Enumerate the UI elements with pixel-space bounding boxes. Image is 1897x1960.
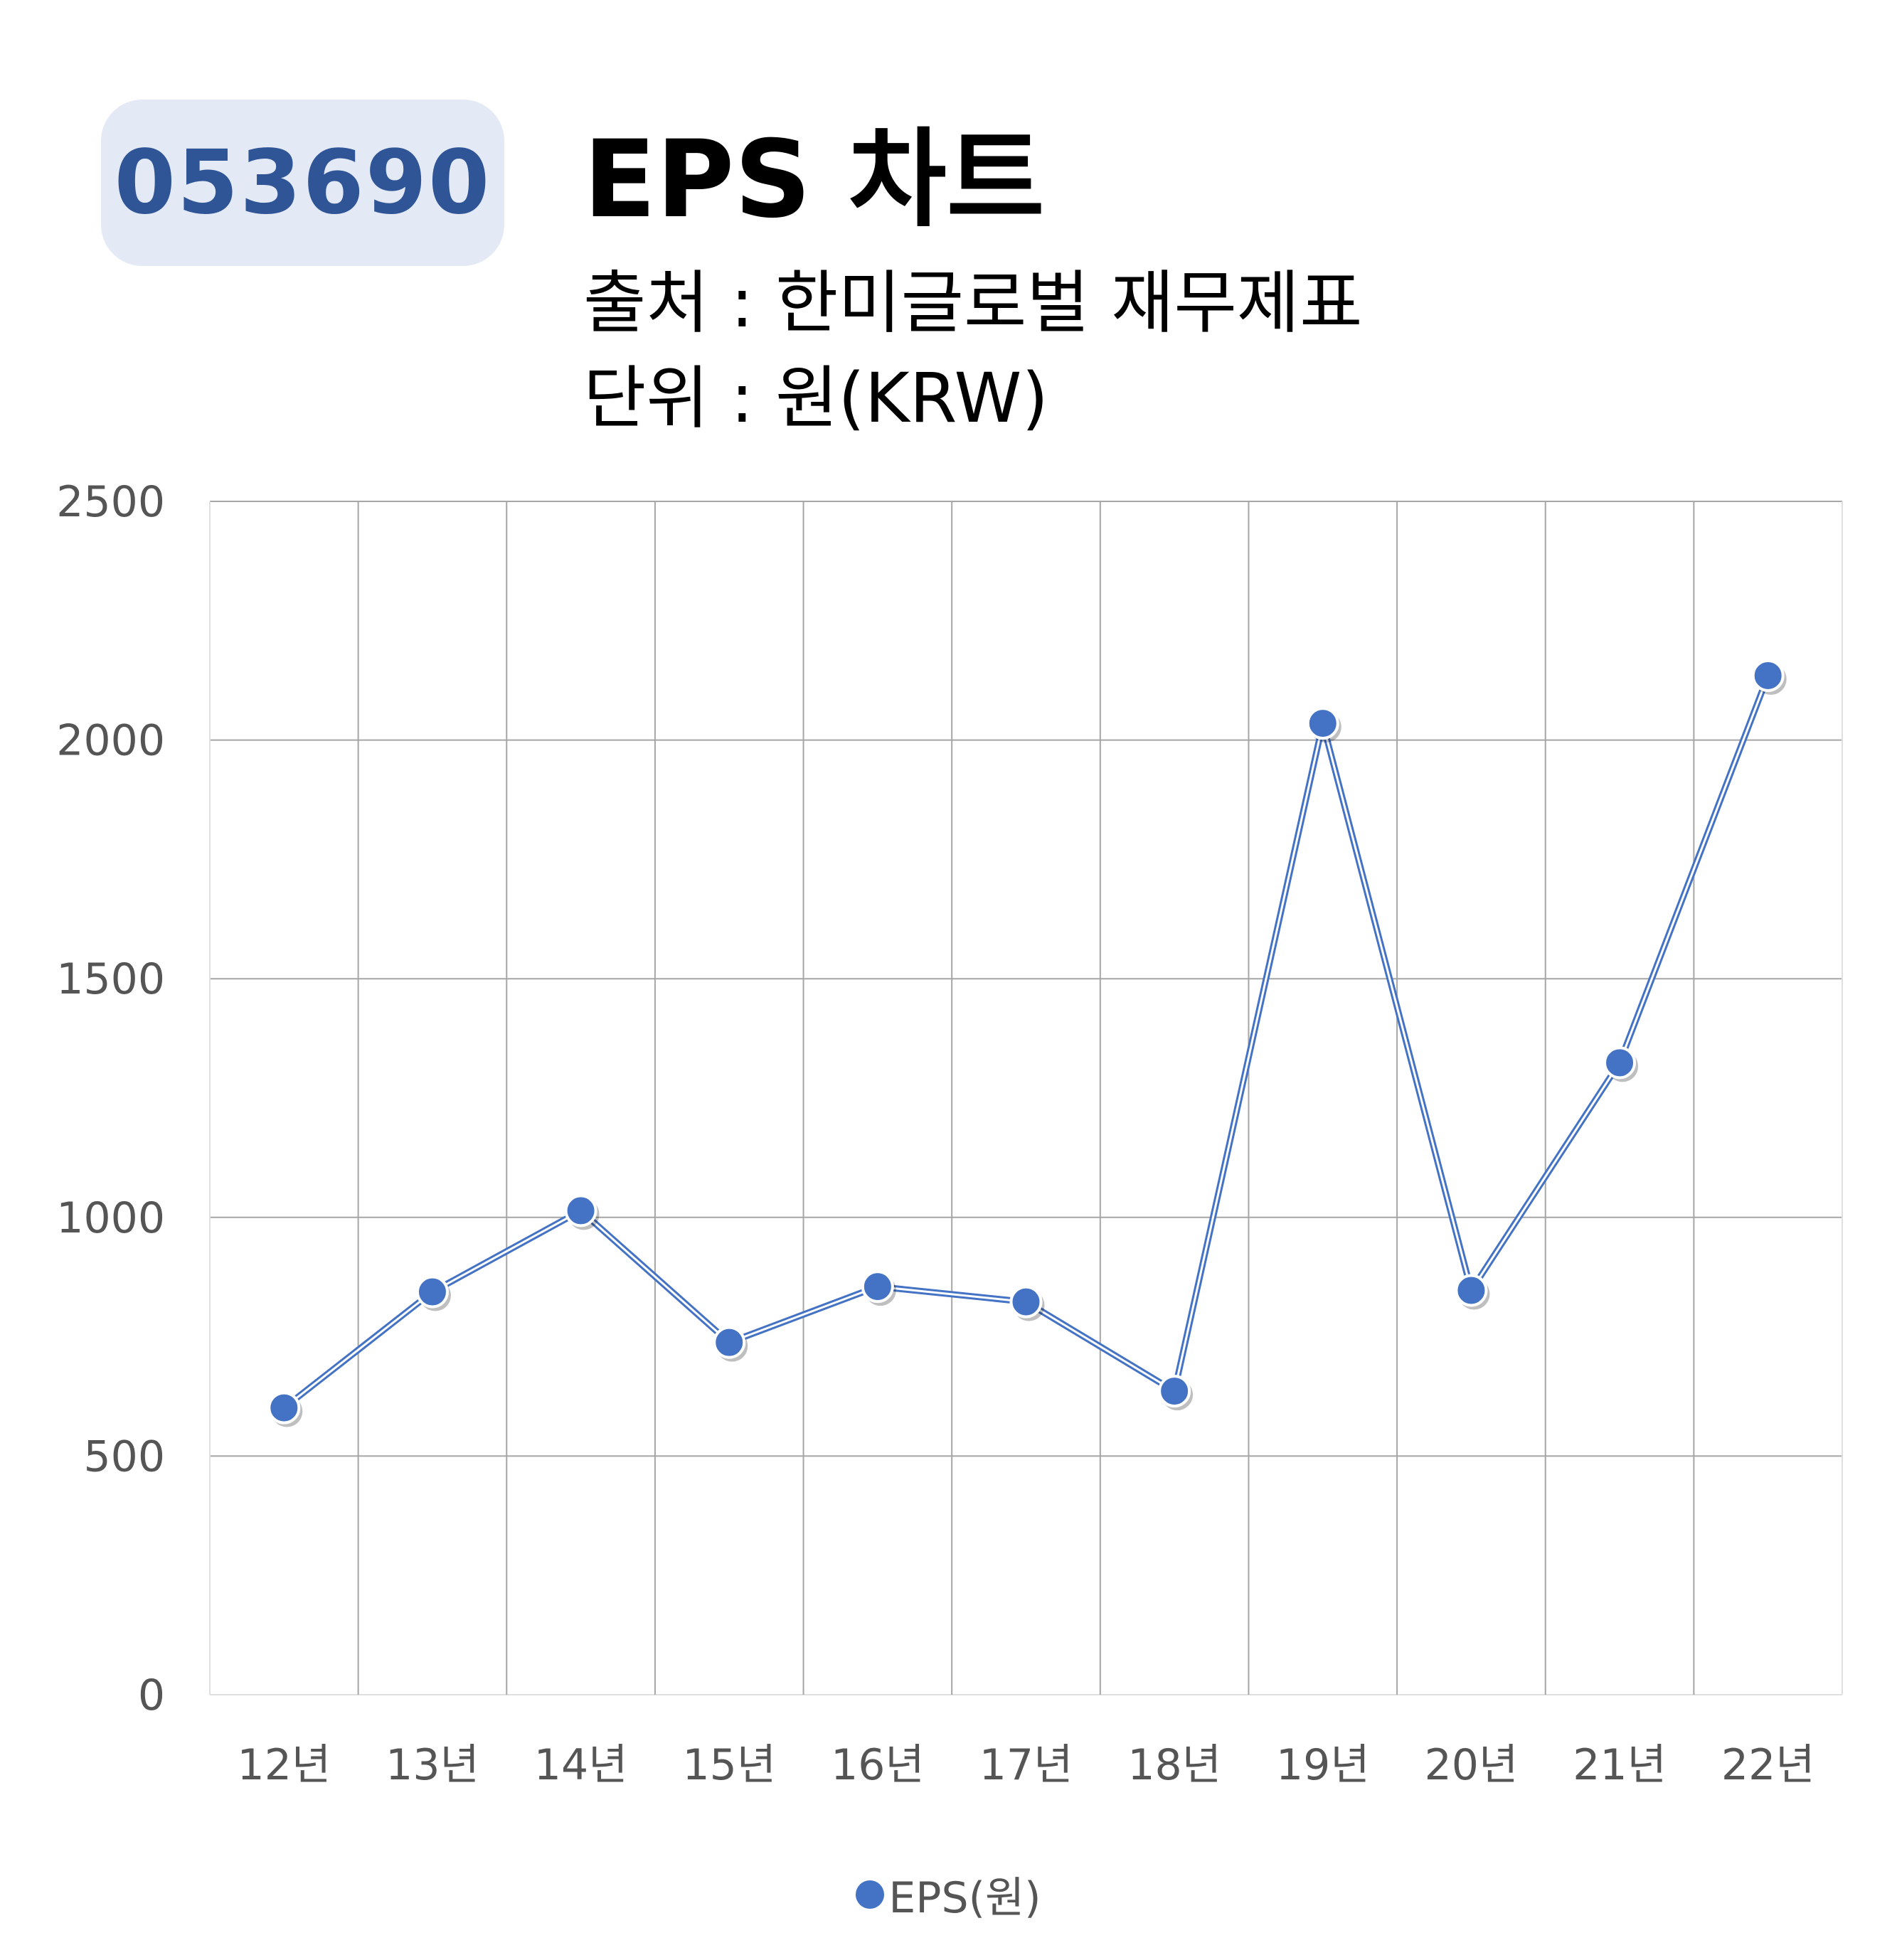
x-tick-label: 14년 [534, 1740, 628, 1790]
data-point [861, 1270, 894, 1304]
data-point [1751, 659, 1785, 692]
data-point [1158, 1375, 1191, 1408]
x-tick-label: 21년 [1573, 1740, 1667, 1790]
data-point [713, 1326, 746, 1359]
y-tick-label: 2500 [56, 477, 165, 527]
x-tick-label: 20년 [1425, 1740, 1519, 1790]
data-point [1603, 1046, 1637, 1080]
y-tick-label: 1500 [56, 954, 165, 1004]
data-point [1009, 1285, 1043, 1319]
series-eps [267, 659, 1787, 1427]
grid-lines [209, 501, 1843, 1695]
y-tick-label: 2000 [56, 716, 165, 766]
x-tick-label: 19년 [1276, 1740, 1370, 1790]
x-tick-label: 17년 [979, 1740, 1073, 1790]
x-tick-label: 15년 [682, 1740, 776, 1790]
data-point [1455, 1274, 1488, 1307]
legend-marker-icon [856, 1880, 885, 1909]
unit-note: 단위 : 원(KRW) [583, 358, 1048, 438]
ticker-code: 053690 [114, 132, 491, 234]
x-tick-label: 12년 [238, 1740, 331, 1790]
x-tick-label: 13년 [386, 1740, 479, 1790]
x-tick-label: 16년 [831, 1740, 925, 1790]
ticker-badge: 053690 [101, 100, 504, 266]
legend: EPS(원) [0, 1863, 1897, 1925]
x-axis-ticks: 12년 13년 14년 15년 16년 17년 18년 19년 20년 21년 22년 [238, 1740, 1815, 1790]
data-point [415, 1275, 449, 1309]
y-tick-label: 0 [138, 1671, 165, 1720]
y-axis-ticks: 0 500 1000 1500 2000 2500 [56, 477, 165, 1720]
y-tick-label: 500 [83, 1432, 165, 1481]
data-point [267, 1391, 301, 1424]
data-point [1306, 707, 1339, 740]
y-tick-label: 1000 [56, 1193, 165, 1243]
legend-label: EPS(원) [888, 1873, 1041, 1923]
data-point [564, 1194, 597, 1227]
x-tick-label: 18년 [1127, 1740, 1221, 1790]
source-note: 출처 : 한미글로벌 재무제표 [583, 263, 1363, 343]
chart-title: EPS 차트 [583, 118, 1045, 242]
x-tick-label: 22년 [1721, 1740, 1815, 1790]
